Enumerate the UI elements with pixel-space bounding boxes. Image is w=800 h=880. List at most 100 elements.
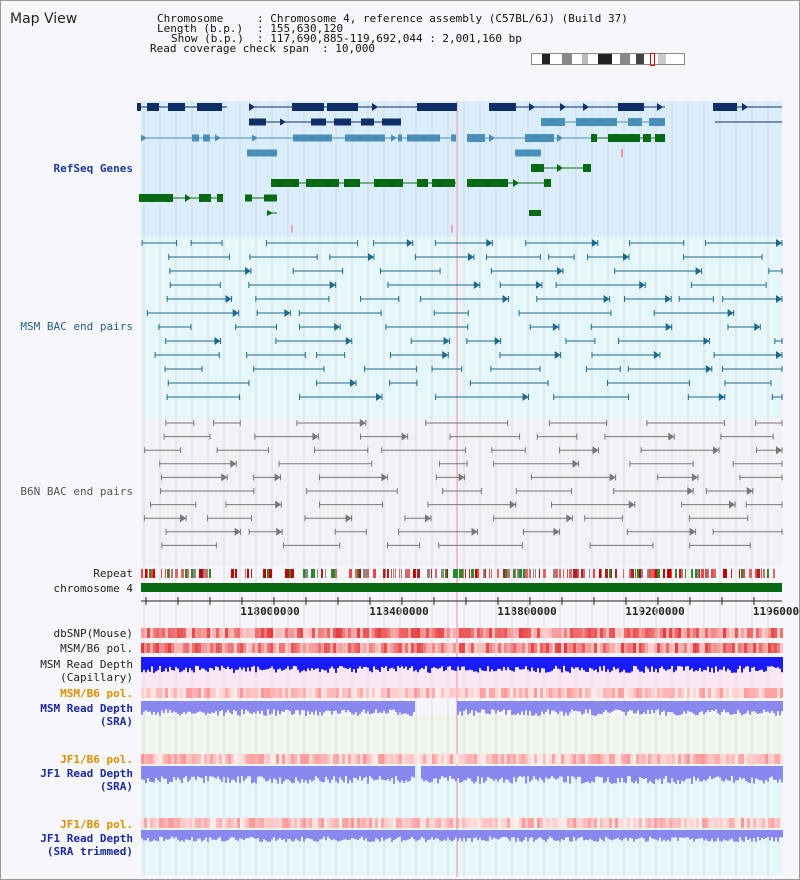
polymorphism-cell xyxy=(225,754,228,764)
polymorphism-cell xyxy=(144,818,147,828)
read-depth-bar xyxy=(673,766,675,783)
polymorphism-cell xyxy=(738,818,741,828)
polymorphism-cell xyxy=(225,818,228,828)
gene-arrow xyxy=(280,118,286,126)
polymorphism-cell xyxy=(516,754,519,764)
polymorphism-cell xyxy=(591,628,594,638)
read-depth-bar xyxy=(429,657,431,673)
read-depth-bar xyxy=(567,830,569,838)
read-depth-bar xyxy=(721,766,723,781)
polymorphism-cell xyxy=(612,628,615,638)
read-depth-bar xyxy=(357,701,359,716)
read-depth-bar xyxy=(373,657,375,667)
repeat-mark xyxy=(191,569,193,578)
polymorphism-cell xyxy=(753,818,756,828)
polymorphism-cell xyxy=(708,754,711,764)
gene-exon xyxy=(344,179,360,187)
repeat-mark xyxy=(589,569,590,578)
chromosome-ideogram[interactable] xyxy=(531,53,685,66)
polymorphism-cell xyxy=(702,754,705,764)
read-depth-bar xyxy=(461,830,463,842)
read-depth-bar xyxy=(529,766,531,782)
polymorphism-cell xyxy=(465,688,468,698)
read-depth-bar xyxy=(177,701,179,714)
read-depth-bar xyxy=(219,766,221,780)
polymorphism-cell xyxy=(684,628,687,638)
polymorphism-cell xyxy=(303,628,306,638)
polymorphism-cell xyxy=(717,628,720,638)
polymorphism-cell xyxy=(774,818,777,828)
polymorphism-cell xyxy=(276,818,279,828)
read-depth-bar xyxy=(633,657,635,666)
read-depth-bar xyxy=(155,701,157,715)
read-depth-bar xyxy=(609,701,611,714)
polymorphism-cell xyxy=(345,628,348,638)
read-depth-bar xyxy=(295,657,297,667)
polymorphism-cell xyxy=(438,688,441,698)
polymorphism-cell xyxy=(579,754,582,764)
b6n-bac-label[interactable]: B6N BAC end pairs xyxy=(20,485,133,498)
polymorphism-cell xyxy=(561,754,564,764)
polymorphism-cell xyxy=(762,754,765,764)
read-depth-bar xyxy=(295,766,297,778)
polymorphism-cell xyxy=(741,688,744,698)
polymorphism-cell xyxy=(468,643,471,653)
polymorphism-cell xyxy=(579,688,582,698)
polymorphism-cell xyxy=(486,754,489,764)
polymorphism-cell xyxy=(390,818,393,828)
coverage-value: : 10,000 xyxy=(322,42,375,55)
read-depth-bar xyxy=(391,830,393,842)
read-depth-bar xyxy=(537,657,539,669)
polymorphism-cell xyxy=(693,628,696,638)
polymorphism-cell xyxy=(462,688,465,698)
repeat-mark xyxy=(415,569,416,578)
polymorphism-cell xyxy=(441,754,444,764)
read-depth-bar xyxy=(351,830,353,839)
polymorphism-cell xyxy=(645,688,648,698)
polymorphism-cell xyxy=(630,818,633,828)
read-depth-bar xyxy=(689,830,691,840)
read-depth-bar xyxy=(345,657,347,669)
read-depth-bar xyxy=(489,830,491,837)
refseq-genes-label[interactable]: RefSeq Genes xyxy=(53,162,133,175)
read-depth-bar xyxy=(339,830,341,841)
msm-bac-label[interactable]: MSM BAC end pairs xyxy=(20,320,133,333)
read-depth-bar xyxy=(643,766,645,779)
read-depth-bar xyxy=(743,830,745,842)
read-depth-bar xyxy=(413,766,415,778)
polymorphism-cell xyxy=(570,628,573,638)
polymorphism-cell xyxy=(297,628,300,638)
read-depth-bar xyxy=(765,830,767,839)
read-depth-bar xyxy=(539,766,541,778)
read-depth-bar xyxy=(297,830,299,841)
read-depth-bar xyxy=(649,766,651,781)
read-depth-bar xyxy=(621,766,623,778)
polymorphism-cell xyxy=(165,688,168,698)
polymorphism-cell xyxy=(597,754,600,764)
polymorphism-cell xyxy=(606,818,609,828)
read-depth-bar xyxy=(719,657,721,670)
polymorphism-cell xyxy=(321,818,324,828)
polymorphism-cell xyxy=(576,628,579,638)
bac-arrow xyxy=(244,267,251,275)
polymorphism-cell xyxy=(240,628,243,638)
polymorphism-cell xyxy=(627,688,630,698)
polymorphism-cell xyxy=(378,643,381,653)
polymorphism-cell xyxy=(369,628,372,638)
read-depth-bar xyxy=(327,766,329,780)
read-depth-bar xyxy=(365,701,367,714)
polymorphism-cell xyxy=(168,754,171,764)
read-depth-bar xyxy=(637,830,639,839)
read-depth-bar xyxy=(381,701,383,714)
polymorphism-cell xyxy=(642,754,645,764)
polymorphism-cell xyxy=(687,628,690,638)
read-depth-bar xyxy=(691,701,693,713)
read-depth-bar xyxy=(765,701,767,712)
polymorphism-cell xyxy=(594,688,597,698)
read-depth-bar xyxy=(197,701,199,713)
polymorphism-cell xyxy=(741,628,744,638)
polymorphism-cell xyxy=(423,818,426,828)
read-depth-bar xyxy=(563,657,565,666)
read-depth-bar xyxy=(695,830,697,840)
